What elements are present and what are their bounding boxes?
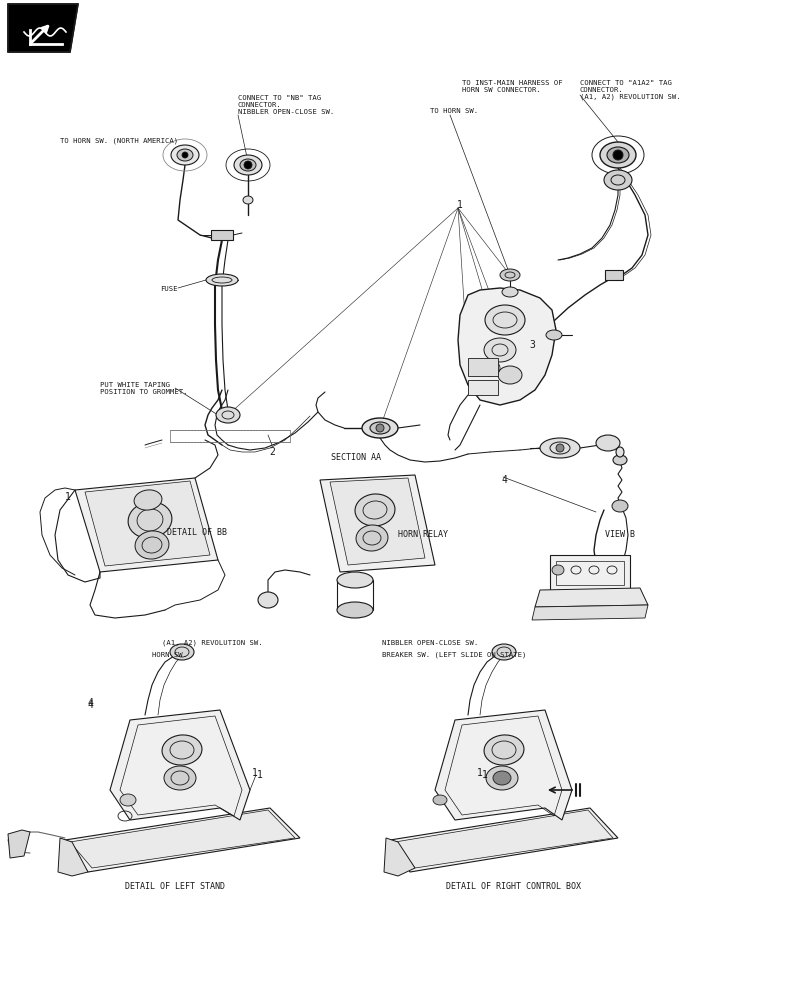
Ellipse shape — [134, 490, 161, 510]
Ellipse shape — [182, 152, 188, 158]
Text: 1: 1 — [251, 768, 258, 778]
Text: DETAIL OF RIGHT CONTROL BOX: DETAIL OF RIGHT CONTROL BOX — [446, 882, 581, 891]
Text: HORN RELAY: HORN RELAY — [397, 530, 448, 539]
Polygon shape — [58, 838, 88, 876]
Ellipse shape — [337, 572, 372, 588]
Polygon shape — [435, 710, 571, 820]
Ellipse shape — [501, 287, 517, 297]
Text: 1: 1 — [477, 768, 483, 778]
Polygon shape — [8, 4, 78, 52]
Polygon shape — [109, 710, 250, 820]
Ellipse shape — [354, 494, 394, 526]
Ellipse shape — [545, 330, 561, 340]
Ellipse shape — [497, 366, 521, 384]
Bar — [604, 270, 622, 280]
Ellipse shape — [177, 149, 193, 161]
Polygon shape — [320, 475, 435, 572]
Text: TO HORN SW.: TO HORN SW. — [430, 108, 478, 114]
Ellipse shape — [128, 502, 172, 538]
Text: 1: 1 — [257, 770, 263, 780]
Ellipse shape — [612, 455, 626, 465]
Ellipse shape — [355, 525, 388, 551]
Ellipse shape — [206, 274, 238, 286]
Text: CONNECT TO "NB" TAG
CONNECTOR.
NIBBLER OPEN-CLOSE SW.: CONNECT TO "NB" TAG CONNECTOR. NIBBLER O… — [238, 95, 334, 115]
Polygon shape — [457, 288, 556, 405]
Ellipse shape — [483, 735, 523, 765]
Ellipse shape — [616, 447, 623, 457]
Ellipse shape — [607, 147, 629, 163]
Text: 4: 4 — [87, 700, 92, 710]
Ellipse shape — [162, 735, 202, 765]
Text: CONNECT TO "A1A2" TAG
CONNECTOR.
(A1, A2) REVOLUTION SW.: CONNECT TO "A1A2" TAG CONNECTOR. (A1, A2… — [579, 80, 680, 101]
Polygon shape — [65, 808, 299, 872]
Ellipse shape — [486, 766, 517, 790]
Polygon shape — [85, 481, 210, 566]
Polygon shape — [8, 830, 30, 858]
Text: (A1, A2) REVOLUTION SW.: (A1, A2) REVOLUTION SW. — [162, 640, 262, 647]
Text: 1: 1 — [65, 492, 71, 502]
Ellipse shape — [216, 407, 240, 423]
Ellipse shape — [234, 155, 262, 175]
Ellipse shape — [432, 795, 446, 805]
Ellipse shape — [370, 422, 389, 434]
Ellipse shape — [611, 500, 627, 512]
Text: TO INST-MAIN HARNESS OF
HORN SW CONNECTOR.: TO INST-MAIN HARNESS OF HORN SW CONNECTO… — [461, 80, 562, 93]
Ellipse shape — [375, 424, 384, 432]
Ellipse shape — [484, 305, 525, 335]
Ellipse shape — [164, 766, 195, 790]
Ellipse shape — [603, 170, 631, 190]
Ellipse shape — [337, 602, 372, 618]
Ellipse shape — [258, 592, 277, 608]
Text: 4: 4 — [500, 475, 506, 485]
Ellipse shape — [169, 644, 194, 660]
Ellipse shape — [242, 196, 253, 204]
Text: 1: 1 — [457, 200, 462, 210]
Text: NIBBLER OPEN-CLOSE SW.: NIBBLER OPEN-CLOSE SW. — [381, 640, 478, 646]
Polygon shape — [531, 605, 647, 620]
Text: 2: 2 — [268, 447, 275, 457]
Ellipse shape — [599, 142, 635, 168]
Ellipse shape — [120, 794, 135, 806]
Bar — [467, 380, 497, 395]
Bar — [549, 555, 629, 590]
Polygon shape — [534, 588, 647, 607]
Ellipse shape — [556, 444, 564, 452]
Ellipse shape — [595, 435, 620, 451]
Text: SECTION AA: SECTION AA — [331, 453, 380, 462]
Polygon shape — [384, 838, 414, 876]
Bar — [556, 561, 623, 585]
Text: VIEW B: VIEW B — [604, 530, 634, 539]
Ellipse shape — [240, 159, 255, 171]
Ellipse shape — [362, 418, 397, 438]
Text: 4: 4 — [88, 698, 94, 708]
Bar — [467, 358, 497, 376]
Ellipse shape — [539, 438, 579, 458]
Bar — [211, 230, 233, 240]
Text: 3: 3 — [529, 340, 534, 350]
Bar — [169, 430, 290, 442]
Text: BREAKER SW. (LEFT SLIDE ON STATE): BREAKER SW. (LEFT SLIDE ON STATE) — [381, 652, 526, 658]
Ellipse shape — [551, 565, 564, 575]
Ellipse shape — [492, 771, 510, 785]
Polygon shape — [75, 478, 217, 572]
Text: DETAIL OF LEFT STAND: DETAIL OF LEFT STAND — [125, 882, 225, 891]
Text: PUT WHITE TAPING
POSITION TO GROMMET.: PUT WHITE TAPING POSITION TO GROMMET. — [100, 382, 187, 395]
Ellipse shape — [483, 338, 515, 362]
Text: TO HORN SW. (NORTH AMERICA): TO HORN SW. (NORTH AMERICA) — [60, 138, 178, 144]
Text: FUSE: FUSE — [160, 286, 178, 292]
Ellipse shape — [491, 644, 515, 660]
Polygon shape — [394, 810, 612, 868]
Text: 1: 1 — [482, 770, 487, 780]
Ellipse shape — [500, 269, 519, 281]
Ellipse shape — [243, 161, 251, 169]
Polygon shape — [329, 478, 424, 565]
Ellipse shape — [171, 145, 199, 165]
Text: HORN SW.: HORN SW. — [152, 652, 187, 658]
Ellipse shape — [135, 531, 169, 559]
Polygon shape — [70, 810, 294, 868]
Text: DETAIL OF BB: DETAIL OF BB — [167, 528, 227, 537]
Polygon shape — [389, 808, 617, 872]
Ellipse shape — [612, 150, 622, 160]
